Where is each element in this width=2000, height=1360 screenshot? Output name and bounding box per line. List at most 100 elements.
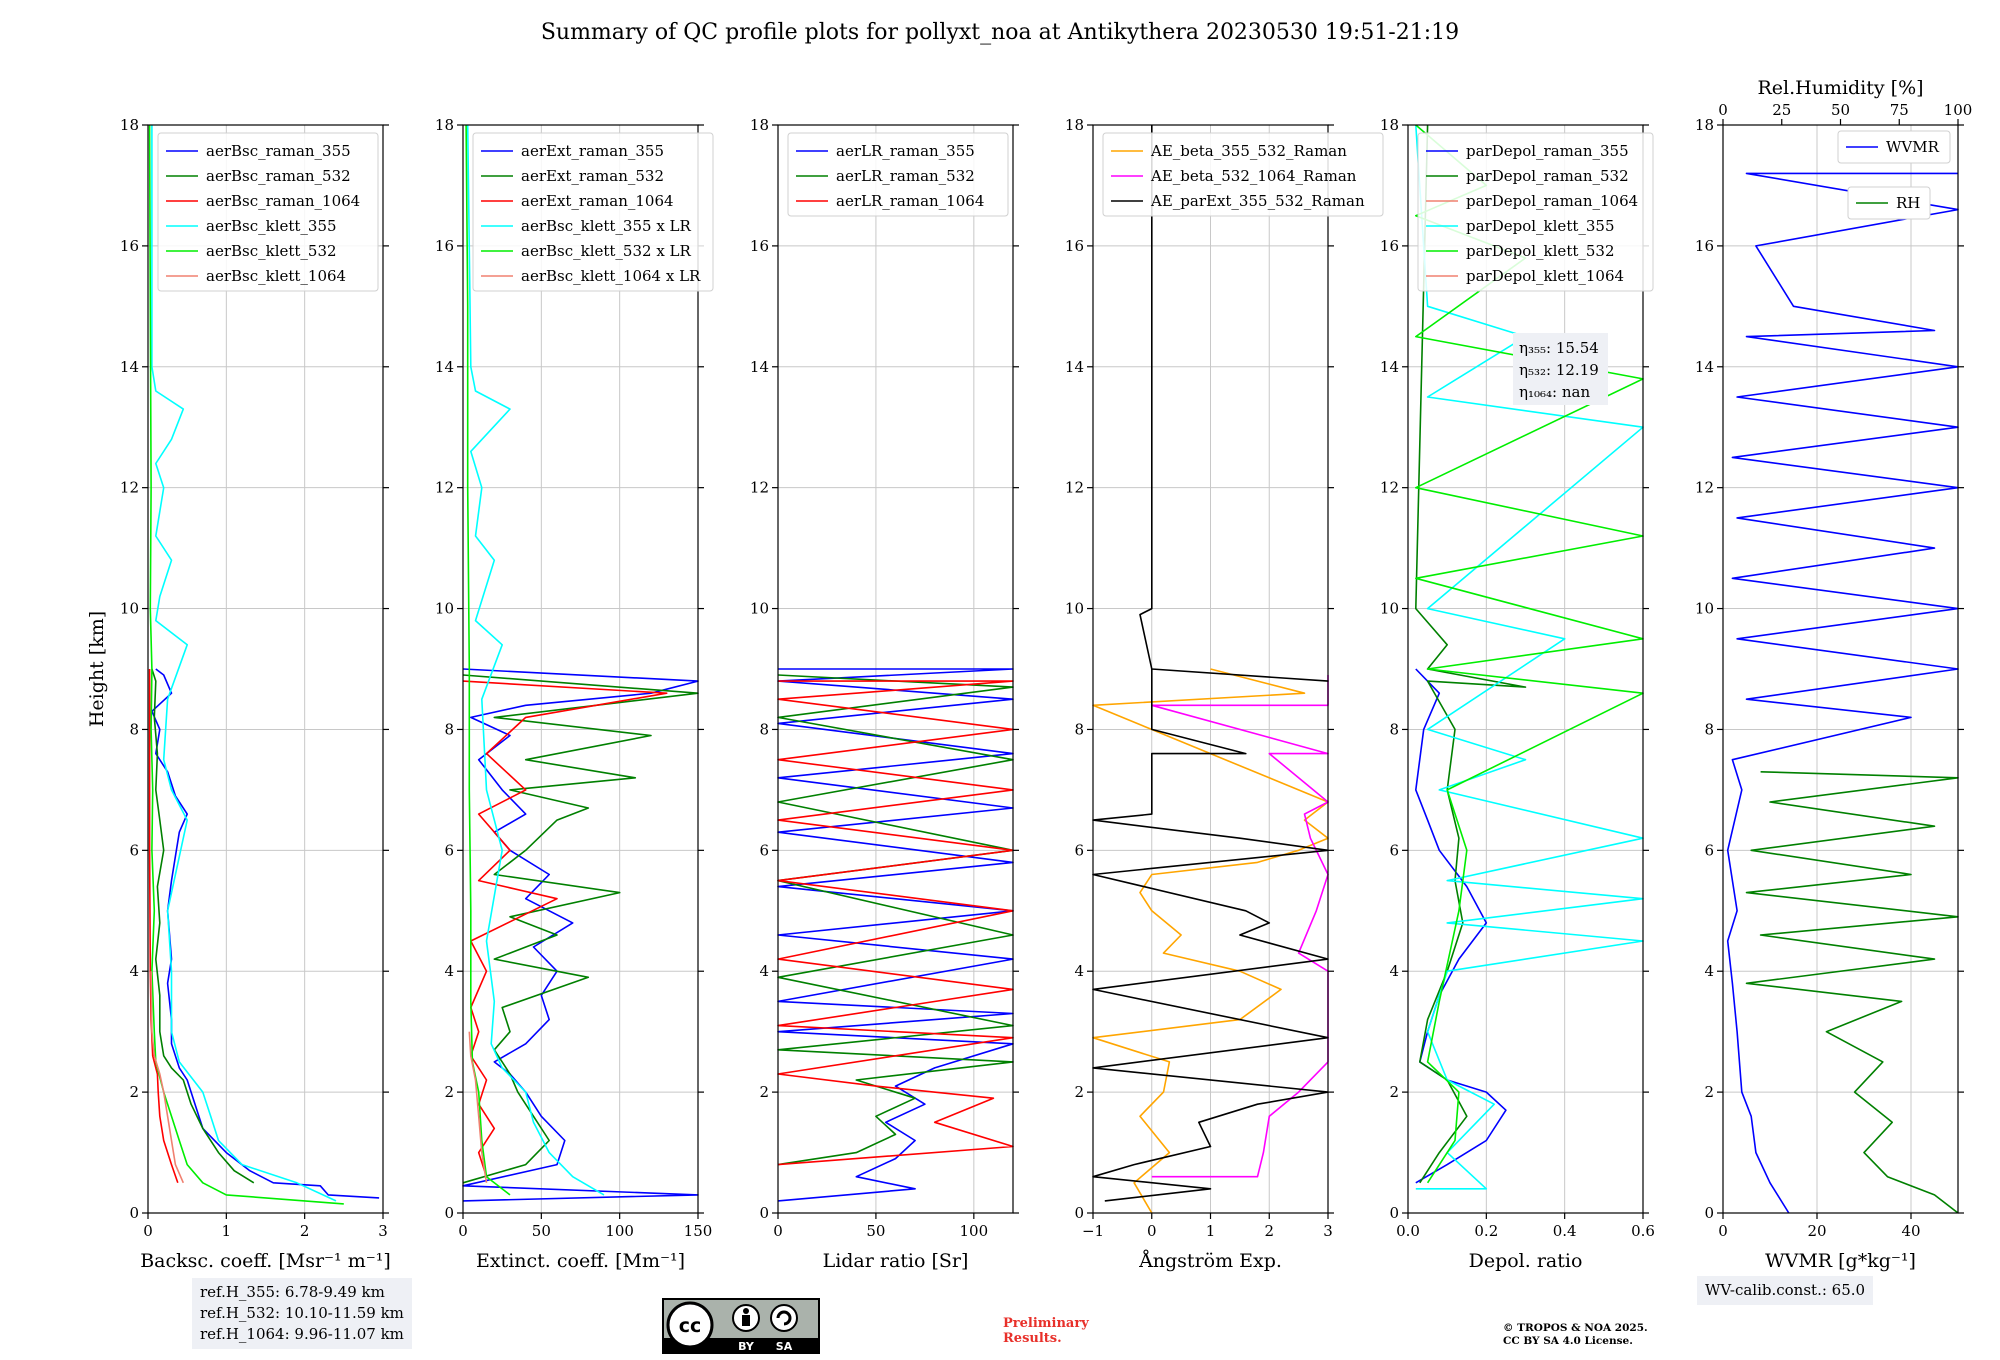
legend-entry: aerBsc_klett_355 x LR (521, 217, 692, 235)
x-axis-label: Lidar ratio [Sr] (823, 1250, 969, 1272)
y-tick-label: 6 (129, 841, 139, 859)
legend-entry: aerBsc_raman_355 (206, 142, 351, 160)
legend-entry: aerBsc_klett_1064 x LR (521, 267, 701, 285)
y-tick-label: 12 (1695, 479, 1714, 497)
x-axis-label: Depol. ratio (1469, 1250, 1583, 1272)
svg-text:cc: cc (679, 1315, 702, 1337)
legend-entry: aerBsc_klett_355 (206, 217, 337, 235)
y-tick-label: 10 (1380, 600, 1399, 618)
x-tick-label: 2 (1264, 1222, 1274, 1240)
y-tick-label: 16 (120, 237, 139, 255)
top-x-tick-label: 50 (1831, 101, 1850, 119)
y-tick-label: 12 (750, 479, 769, 497)
x-tick-label: 40 (1901, 1222, 1920, 1240)
y-tick-label: 8 (1704, 720, 1714, 738)
y-tick-label: 0 (1704, 1204, 1714, 1222)
legend-entry: aerBsc_raman_532 (206, 167, 351, 185)
figure-title: Summary of QC profile plots for pollyxt_… (540, 20, 1460, 45)
legend-entry: aerLR_raman_1064 (836, 192, 984, 210)
y-tick-label: 12 (1065, 479, 1084, 497)
series-line-AE_beta_532_1064_Raman (1151, 675, 1329, 1178)
y-tick-label: 14 (1380, 358, 1399, 376)
legend-entry: RH (1896, 194, 1920, 212)
y-tick-label: 16 (1695, 237, 1714, 255)
legend-entry: parDepol_klett_1064 (1466, 267, 1624, 285)
y-tick-label: 6 (1704, 841, 1714, 859)
x-tick-label: 0 (458, 1222, 468, 1240)
cc-license-badge: cc BY SA (662, 1298, 820, 1354)
series-line-aerExt_raman_1064 (462, 680, 668, 1177)
x-tick-label: 1 (1206, 1222, 1216, 1240)
y-tick-label: 2 (1389, 1083, 1399, 1101)
legend-entry: aerExt_raman_532 (521, 167, 664, 185)
top-x-tick-label: 75 (1890, 101, 1909, 119)
preliminary-results-note: Preliminary Results. (1003, 1316, 1089, 1346)
copyright-line-1: © TROPOS & NOA 2025. (1503, 1322, 1648, 1334)
y-tick-label: 14 (435, 358, 454, 376)
legend-box (472, 132, 714, 292)
y-tick-label: 12 (1380, 479, 1399, 497)
eta-annotation-line: η₃₅₅: 15.54 (1519, 339, 1599, 357)
y-tick-label: 12 (120, 479, 139, 497)
x-tick-label: 100 (960, 1222, 989, 1240)
x-axis-label: Backsc. coeff. [Msr⁻¹ m⁻¹] (140, 1250, 391, 1272)
x-tick-label: 3 (1323, 1222, 1333, 1240)
share-alike-icon (770, 1304, 798, 1332)
plot-frame (147, 124, 384, 1214)
y-tick-label: 8 (444, 720, 454, 738)
y-tick-label: 6 (759, 841, 769, 859)
series-line-aerExt_raman_532 (462, 674, 699, 1184)
series-line-aerBsc_klett_1064 (150, 971, 185, 1184)
y-tick-label: 10 (120, 600, 139, 618)
y-tick-label: 4 (1074, 962, 1084, 980)
x-tick-label: 50 (532, 1222, 551, 1240)
wv-calibration-box: WV-calib.const.: 65.0 (1697, 1276, 1874, 1305)
y-tick-label: 18 (435, 116, 454, 134)
x-tick-label: 150 (684, 1222, 713, 1240)
legend-box (1837, 130, 1951, 164)
eta-annotation-box (1513, 333, 1608, 405)
series-line-parDepol_klett_355 (1415, 124, 1644, 1190)
series-line-aerBsc_klett_532 x LR (465, 124, 511, 1196)
x-tick-label: 0 (1147, 1222, 1157, 1240)
y-tick-label: 18 (1695, 116, 1714, 134)
x-tick-label: 0.4 (1553, 1222, 1577, 1240)
y-tick-label: 14 (120, 358, 139, 376)
y-tick-label: 8 (1074, 720, 1084, 738)
x-tick-label: 0 (143, 1222, 153, 1240)
y-tick-label: 8 (759, 720, 769, 738)
series-line-parDepol_raman_355 (1415, 668, 1507, 1184)
ref-height-355: ref.H_355: 6.78-9.49 km (200, 1283, 385, 1301)
legend-entry: aerLR_raman_355 (836, 142, 975, 160)
series-line-aerExt_raman_355 (462, 668, 699, 1202)
x-tick-label: −1 (1082, 1222, 1104, 1240)
x-tick-label: 0 (1718, 1222, 1728, 1240)
y-tick-label: 4 (1389, 962, 1399, 980)
copyright-note: © TROPOS & NOA 2025. CC BY SA 4.0 Licens… (1503, 1322, 1648, 1348)
series-line-AE_beta_355_532_Raman (1092, 668, 1329, 1214)
y-tick-label: 16 (1380, 237, 1399, 255)
top-x-tick-label: 100 (1944, 101, 1973, 119)
y-tick-label: 18 (1065, 116, 1084, 134)
y-tick-label: 18 (120, 116, 139, 134)
y-tick-label: 14 (750, 358, 769, 376)
cc-by-label: BY (738, 1340, 755, 1353)
preliminary-line-2: Results. (1003, 1331, 1062, 1346)
y-tick-label: 0 (1074, 1204, 1084, 1222)
y-tick-label: 12 (435, 479, 454, 497)
legend-entry: parDepol_klett_355 (1466, 217, 1615, 235)
preliminary-line-1: Preliminary (1003, 1316, 1089, 1331)
y-axis-label: Height [km] (86, 611, 108, 727)
y-tick-label: 18 (1380, 116, 1399, 134)
y-tick-label: 8 (1389, 720, 1399, 738)
cc-sa-label: SA (776, 1340, 793, 1353)
legend-box (1102, 132, 1384, 217)
reference-height-box: ref.H_355: 6.78-9.49 km ref.H_532: 10.10… (192, 1278, 412, 1349)
y-tick-label: 10 (1065, 600, 1084, 618)
ref-height-532: ref.H_532: 10.10-11.59 km (200, 1304, 404, 1322)
y-tick-label: 4 (444, 962, 454, 980)
y-tick-label: 4 (1704, 962, 1714, 980)
legend-box (157, 132, 379, 292)
legend-entry: aerBsc_klett_532 (206, 242, 337, 260)
